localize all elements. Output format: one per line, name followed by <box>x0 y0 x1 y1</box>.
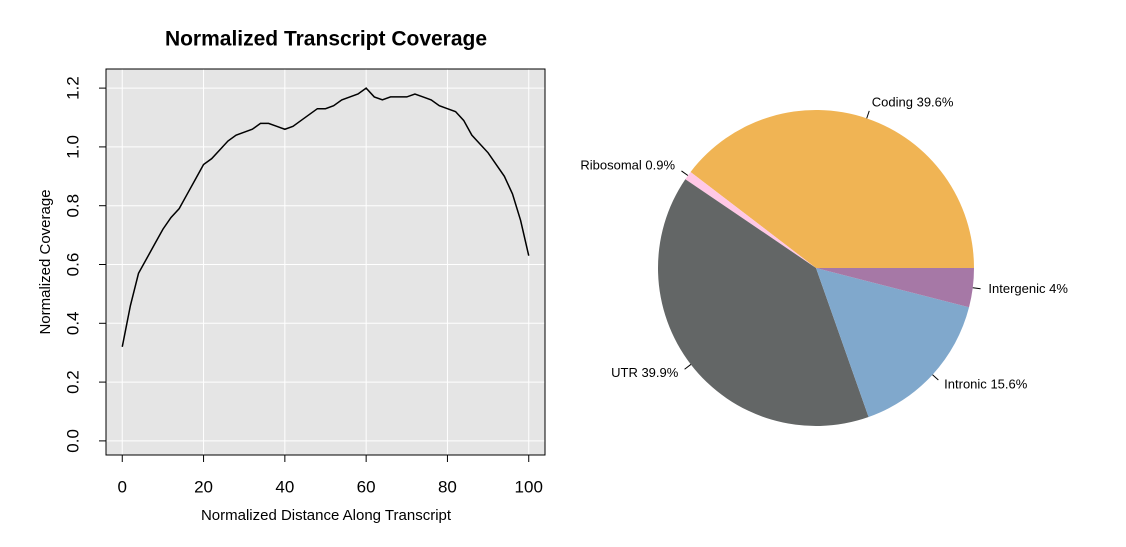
slice-name: Intergenic <box>988 281 1046 296</box>
x-tick-label: 60 <box>357 477 376 496</box>
x-axis-label: Normalized Distance Along Transcript <box>201 507 452 524</box>
label-tick <box>681 170 689 176</box>
plot-frame <box>105 68 546 456</box>
label-tick <box>932 374 939 381</box>
slice-label: Ribosomal 0.9% <box>580 158 675 173</box>
x-tick-label: 40 <box>275 477 294 496</box>
x-tick-label: 20 <box>194 477 213 496</box>
slice-value: 4% <box>1049 281 1068 296</box>
y-tick-label: 0.6 <box>63 253 82 277</box>
label-tick <box>684 364 692 370</box>
slice-name: Ribosomal <box>580 158 642 173</box>
label-tick <box>972 287 981 290</box>
x-tick-label: 80 <box>438 477 457 496</box>
pie-slice <box>658 179 869 426</box>
y-tick-label: 1.0 <box>63 135 82 159</box>
coverage-line <box>121 87 530 347</box>
y-axis-label: Normalized Coverage <box>37 189 54 334</box>
x-tick-label: 100 <box>515 477 543 496</box>
y-tick-label: 0.4 <box>63 311 82 335</box>
pie-slice <box>690 109 974 268</box>
slice-value: 15.6% <box>990 377 1027 392</box>
slice-value: 39.6% <box>917 95 954 110</box>
slice-label: Intronic 15.6% <box>944 377 1028 392</box>
pie-slice <box>685 171 816 268</box>
y-tick-label: 0.0 <box>63 429 82 453</box>
slice-name: UTR <box>611 366 638 381</box>
pie-slice <box>816 268 974 308</box>
slice-name: Intronic <box>944 377 987 392</box>
slice-label: UTR 39.9% <box>611 366 679 381</box>
slice-value: 39.9% <box>641 366 678 381</box>
slice-value: 0.9% <box>645 158 675 173</box>
chart-title: Normalized Transcript Coverage <box>165 28 487 51</box>
y-tick-label: 1.2 <box>63 76 82 100</box>
y-tick-label: 0.2 <box>63 370 82 394</box>
y-tick-label: 0.8 <box>63 194 82 218</box>
label-tick <box>866 110 870 119</box>
slice-label: Intergenic 4% <box>988 281 1068 296</box>
pie-slice <box>816 268 970 417</box>
slice-label: Coding 39.6% <box>872 95 954 110</box>
slice-name: Coding <box>872 95 913 110</box>
plot-background <box>106 69 545 455</box>
x-tick-label: 0 <box>118 477 127 496</box>
